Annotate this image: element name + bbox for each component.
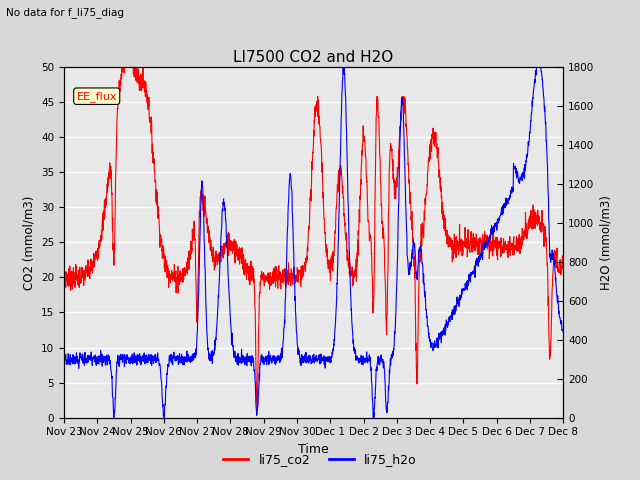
Y-axis label: H2O (mmol/m3): H2O (mmol/m3)	[600, 195, 613, 290]
Legend: li75_co2, li75_h2o: li75_co2, li75_h2o	[218, 448, 422, 471]
Y-axis label: CO2 (mmol/m3): CO2 (mmol/m3)	[22, 195, 35, 289]
Text: No data for f_li75_diag: No data for f_li75_diag	[6, 7, 124, 18]
Title: LI7500 CO2 and H2O: LI7500 CO2 and H2O	[234, 49, 394, 65]
Text: EE_flux: EE_flux	[77, 91, 117, 102]
X-axis label: Time: Time	[298, 443, 329, 456]
